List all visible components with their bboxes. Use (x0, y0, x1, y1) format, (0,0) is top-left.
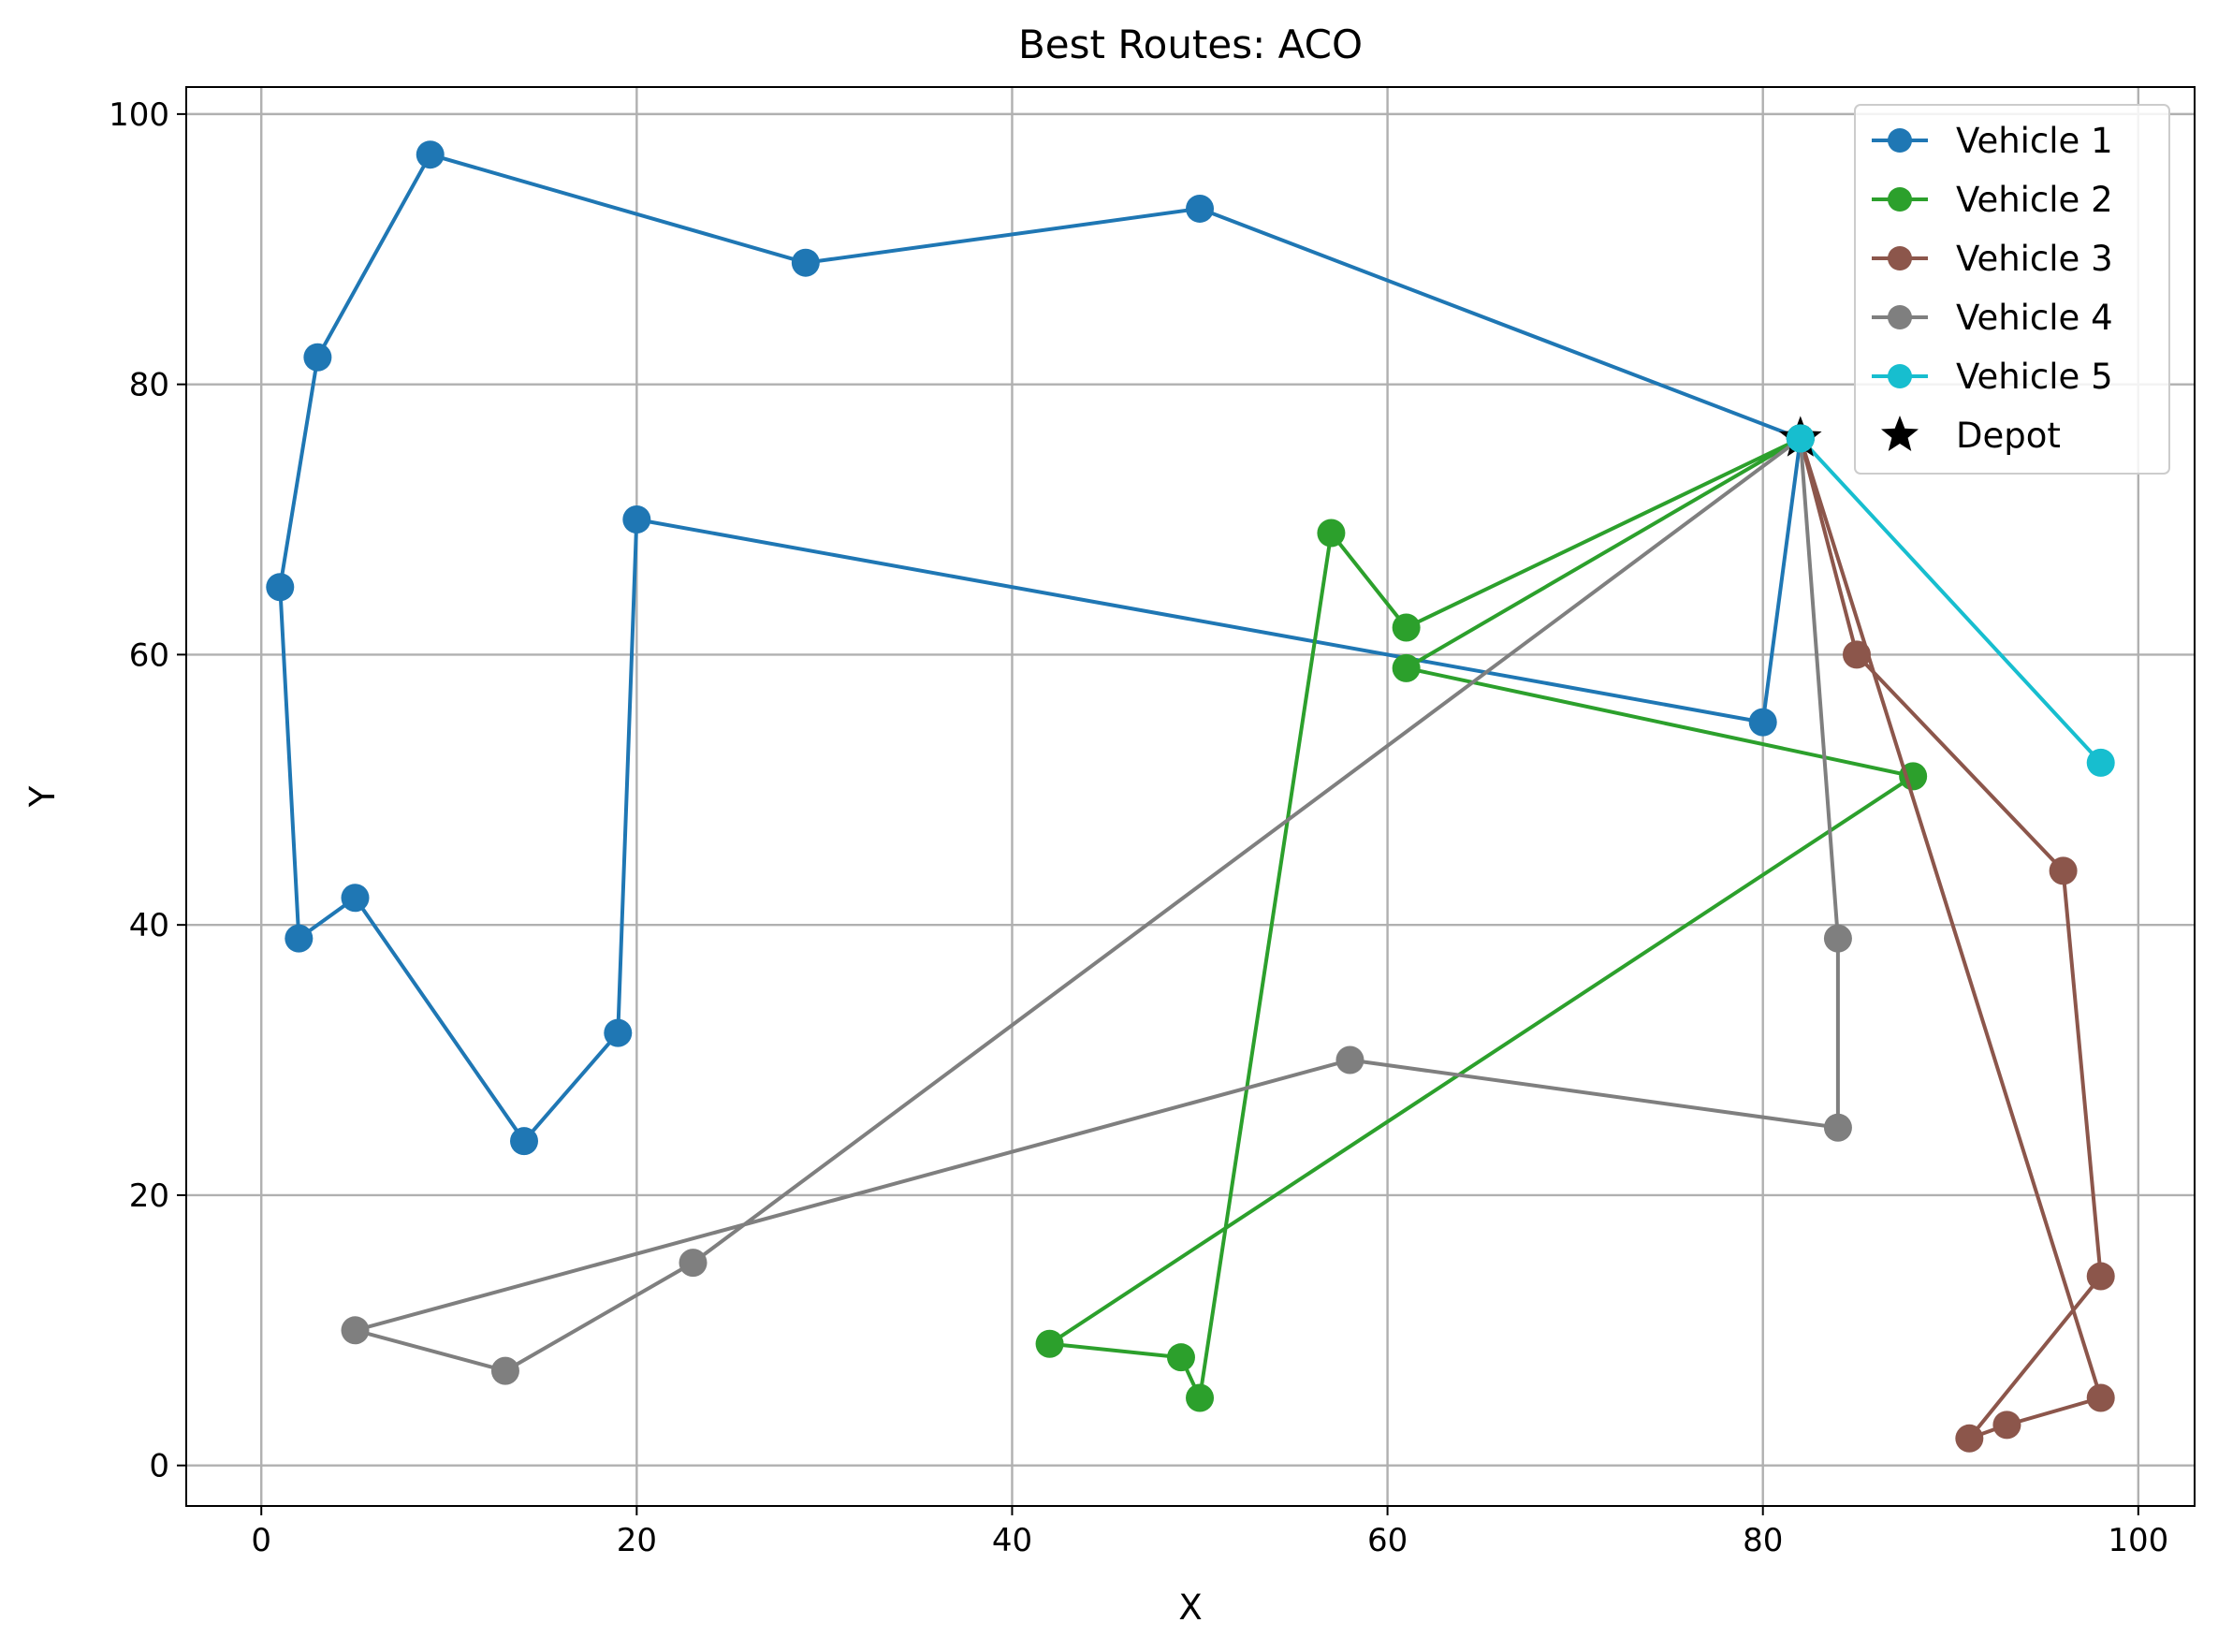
y-axis-label: Y (22, 785, 63, 808)
y-tick-label: 100 (109, 96, 169, 134)
route-point (266, 573, 295, 602)
route-point (510, 1127, 539, 1156)
legend-entry: Vehicle 5 (1872, 357, 2113, 397)
legend-label: Vehicle 1 (1956, 121, 2113, 161)
chart-title: Best Routes: ACO (1018, 22, 1363, 67)
route-point (1786, 424, 1815, 453)
route-point (2086, 748, 2115, 777)
legend-label: Vehicle 2 (1956, 180, 2113, 220)
x-tick-label: 60 (1367, 1522, 1408, 1559)
route-point (1035, 1329, 1064, 1358)
route-point (303, 343, 332, 372)
legend-marker (1888, 305, 1912, 329)
route-point (416, 140, 445, 169)
x-tick-label: 20 (617, 1522, 657, 1559)
legend-marker (1888, 128, 1912, 153)
axis-ticks: 0 20 40 60 80 100 0 20 40 60 80 100 (109, 96, 2168, 1559)
legend-entry: Vehicle 1 (1872, 121, 2113, 161)
legend-label: Depot (1956, 416, 2061, 456)
x-axis-label: X (1178, 1587, 1202, 1628)
legend-label: Vehicle 4 (1956, 298, 2113, 338)
route-point (1392, 653, 1421, 682)
legend-marker (1888, 364, 1912, 388)
y-tick-label: 40 (129, 907, 169, 944)
route-point (679, 1249, 708, 1278)
legend-box (1854, 104, 2170, 475)
x-tick-label: 40 (992, 1522, 1032, 1559)
route-point (1166, 1343, 1195, 1372)
route-point (791, 248, 820, 277)
route-point (285, 924, 314, 953)
legend-star-marker (1881, 416, 1919, 451)
route-point (2049, 856, 2078, 885)
legend-label: Vehicle 3 (1956, 239, 2113, 279)
route-line (1798, 437, 2103, 1440)
route-point (341, 884, 370, 913)
legend-marker (1888, 187, 1912, 212)
plot-area (266, 140, 2115, 1453)
route-point (1392, 613, 1421, 642)
route-point (2086, 1383, 2115, 1412)
route-point (341, 1316, 370, 1345)
route-line (353, 436, 1840, 1373)
route-point (1899, 762, 1928, 791)
route-point (1186, 1383, 1215, 1412)
legend-entry-depot: Depot (1881, 416, 2061, 456)
route-point (1992, 1411, 2021, 1440)
route-point (1186, 194, 1215, 223)
route-point (1842, 640, 1871, 669)
route-point (2086, 1262, 2115, 1291)
legend-label: Vehicle 5 (1956, 357, 2113, 397)
x-tick-label: 0 (251, 1522, 271, 1559)
route-point (604, 1018, 633, 1047)
legend-marker (1888, 246, 1912, 270)
route-point (1823, 1113, 1852, 1142)
legend-entry: Vehicle 4 (1872, 298, 2113, 338)
route-point (1955, 1424, 1984, 1453)
legend: Vehicle 1 Vehicle 2 Vehicle 3 Vehicle 4 Vehi… (1854, 104, 2170, 475)
route-point (1335, 1045, 1364, 1075)
plot-frame (185, 86, 2196, 1507)
route-point (622, 505, 651, 534)
route-point (490, 1356, 519, 1385)
y-tick-label: 80 (129, 367, 169, 404)
y-tick-label: 20 (129, 1177, 169, 1215)
y-tick-label: 0 (149, 1448, 169, 1485)
route-point (1823, 924, 1852, 953)
x-tick-label: 80 (1743, 1522, 1783, 1559)
x-tick-label: 100 (2108, 1522, 2168, 1559)
route-point (1748, 708, 1777, 737)
legend-entry: Vehicle 2 (1872, 180, 2113, 220)
route-point (1317, 519, 1346, 548)
legend-entry: Vehicle 3 (1872, 239, 2113, 279)
y-tick-label: 60 (129, 636, 169, 674)
